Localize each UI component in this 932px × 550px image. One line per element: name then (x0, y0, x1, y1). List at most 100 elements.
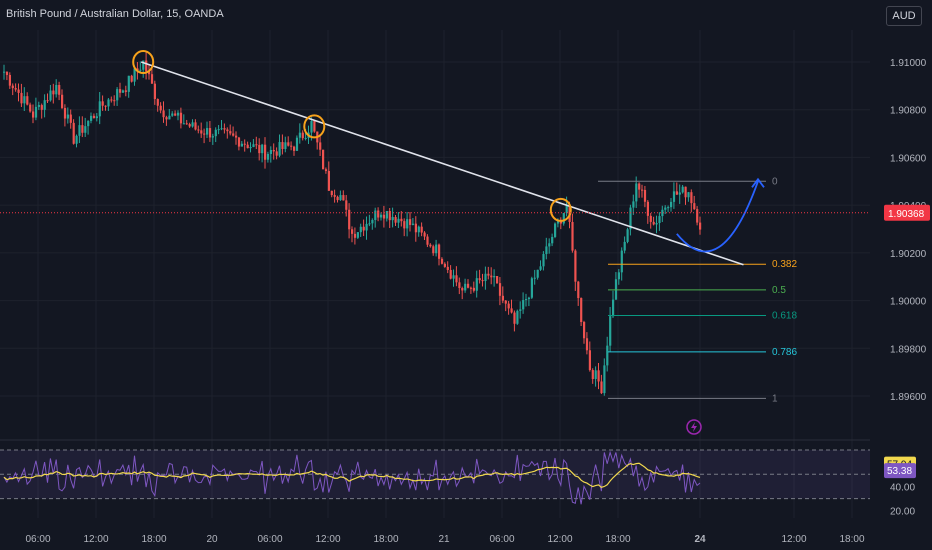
candle-body (177, 112, 180, 116)
candle-body (298, 132, 301, 138)
candle-body (490, 275, 493, 278)
candle-body (458, 282, 461, 289)
projection-arrow[interactable] (676, 177, 765, 253)
candle-body (69, 114, 72, 123)
candle-body (609, 316, 612, 346)
candle-body (423, 232, 426, 237)
candle-body (200, 130, 203, 134)
candle-body (252, 144, 255, 148)
candle-body (261, 144, 264, 154)
time-axis[interactable]: 06:00 12:00 18:00 20 06:00 12:00 18:00 21 06:00 1… (25, 534, 864, 545)
candle-body (107, 99, 110, 107)
candle-body (136, 68, 139, 71)
candle-body (182, 123, 185, 125)
candle-body (40, 105, 43, 110)
candle-body (127, 75, 130, 92)
candle-body (420, 226, 423, 233)
candle-body (55, 84, 58, 95)
candle-body (690, 192, 693, 204)
fibonacci-retracement[interactable]: 0 0.382 0.5 0.618 0.786 1 (598, 176, 797, 404)
candle-body (438, 244, 441, 259)
fib-level-label: 0 (772, 176, 778, 187)
price-axis[interactable]: 1.910001.908001.906001.904001.902001.900… (884, 58, 930, 518)
candle-body (92, 115, 96, 119)
rsi-panel (0, 449, 870, 505)
candle-body (591, 370, 594, 379)
candle-body (310, 121, 313, 133)
candle-body (266, 153, 270, 160)
candle-body (185, 123, 188, 125)
candle-body (469, 287, 473, 289)
candle-body (556, 219, 560, 224)
candle-body (539, 266, 542, 270)
candle-body (5, 71, 9, 75)
candle-body (353, 233, 357, 238)
candle-body (324, 169, 328, 171)
candle-body (203, 133, 206, 135)
candle-body (388, 211, 391, 221)
candle-body (23, 96, 26, 104)
candle-body (530, 278, 533, 298)
currency-button[interactable]: AUD (886, 6, 922, 26)
candle-body (606, 345, 609, 366)
time-tick-label: 24 (694, 534, 706, 545)
candle-body (63, 107, 67, 119)
candle-body (652, 221, 655, 225)
candle-body (646, 201, 649, 216)
candle-body (322, 149, 325, 170)
candle-body (14, 88, 17, 90)
candle-body (655, 223, 658, 225)
candle-body (681, 186, 684, 193)
candles (3, 51, 702, 396)
candle-body (411, 223, 415, 225)
candle-body (455, 275, 458, 283)
alert-lightning-icon[interactable] (686, 419, 702, 435)
candle-body (104, 105, 107, 107)
candle-body (597, 370, 600, 382)
candle-body (75, 135, 78, 144)
candle-body (667, 207, 670, 209)
candle-body (240, 143, 243, 147)
candle-body (588, 350, 591, 371)
trendline[interactable] (140, 61, 744, 266)
candle-body (150, 74, 154, 84)
candle-body (380, 214, 383, 218)
time-tick-label: 18:00 (141, 534, 166, 545)
candle-body (223, 128, 226, 130)
candle-body (498, 283, 502, 296)
candle-body (58, 84, 61, 95)
pivot-circle (303, 114, 326, 139)
fib-level-label: 0.382 (772, 259, 797, 270)
candle-body (397, 218, 400, 223)
candle-body (226, 129, 229, 132)
last-price-label: 1.90368 (888, 209, 925, 220)
candle-body (519, 309, 522, 311)
candle-body (594, 370, 597, 379)
candle-body (478, 278, 481, 281)
price-tick-label: 1.91000 (890, 58, 927, 69)
candle-body (84, 126, 87, 133)
candle-body (243, 143, 246, 145)
candle-body (377, 210, 380, 218)
candle-body (635, 183, 638, 202)
candle-body (168, 115, 171, 120)
candle-body (148, 71, 151, 75)
candle-body (583, 322, 586, 339)
candle-body (429, 244, 432, 247)
candle-body (440, 258, 444, 264)
candle-body (295, 137, 299, 151)
candle-body (237, 137, 241, 147)
candle-body (220, 128, 223, 130)
candle-body (333, 195, 336, 197)
candle-body (197, 129, 200, 131)
trendline-segment (140, 61, 744, 266)
candle-body (272, 149, 275, 152)
candle-body (348, 209, 351, 230)
candle-body (394, 217, 397, 223)
candle-body (525, 299, 528, 301)
time-tick-label: 06:00 (25, 534, 50, 545)
candle-body (612, 299, 615, 317)
candle-body (258, 144, 261, 154)
time-tick-label: 12:00 (781, 534, 806, 545)
